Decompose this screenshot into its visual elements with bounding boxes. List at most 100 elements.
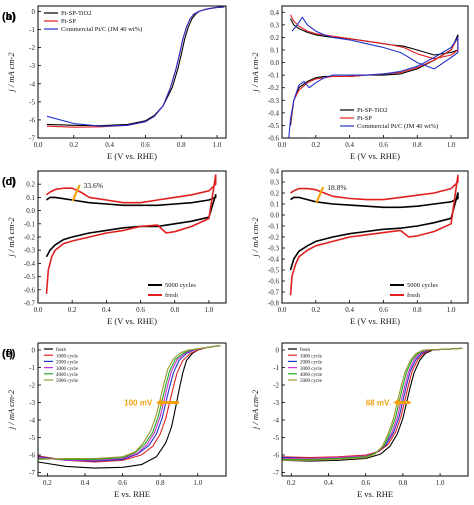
shift-arrow-head <box>393 398 400 407</box>
x-tick-label: 0.6 <box>118 479 127 487</box>
series-line-2 <box>289 174 459 296</box>
x-tick-label: 0.2 <box>69 141 78 149</box>
series-line-3 <box>38 345 221 462</box>
shift-arrow-head <box>156 398 163 407</box>
y-tick-label: -6 <box>29 116 35 124</box>
x-tick-label: 1.0 <box>447 306 456 314</box>
legend: 5000 cycles fresh <box>148 282 196 299</box>
decay-marker <box>315 186 325 204</box>
legend-label: 2000 cycle <box>300 361 323 366</box>
y-tick-label: -7 <box>29 469 35 477</box>
x-tick-label: 0.6 <box>379 306 388 314</box>
y-tick-label: -2 <box>29 44 35 52</box>
y-tick-label: -0.6 <box>268 135 280 143</box>
y-tick-label: -0.1 <box>24 220 36 228</box>
panel-d: 0.0 0.2 0.4 0.6 0.8 1.0 0.4 0.3 0.2 0.1 0.0 -0.1 -0.… <box>2 168 469 326</box>
x-tick-label: 1.0 <box>205 306 214 314</box>
y-tick-label: 0 <box>276 347 280 355</box>
y-tick-label: -6 <box>273 452 279 460</box>
decay-percent-label: 18.8% <box>327 183 346 192</box>
plot-frame <box>37 170 227 304</box>
y-tick-label: -0.2 <box>268 234 280 242</box>
x-tick-label: 0.8 <box>413 141 422 149</box>
legend-label: 3000 cycle <box>56 367 79 372</box>
x-tick-label: 0.0 <box>34 141 43 149</box>
legend-label: fresh <box>407 292 421 299</box>
y-axis-label: j / mA cm-2 <box>250 389 260 430</box>
legend-label: fresh <box>300 348 310 353</box>
x-tick-label: 0.0 <box>278 306 287 314</box>
shift-label: 68 mV <box>366 399 390 408</box>
x-tick-label: 0.8 <box>156 479 165 487</box>
x-tick-label: 0.0 <box>34 306 43 314</box>
series-line-3 <box>46 6 225 127</box>
y-tick-label: 0.2 <box>270 34 279 42</box>
series-group <box>282 347 463 462</box>
series-group <box>38 345 221 469</box>
series-line-1 <box>45 194 217 258</box>
x-tick-label: 0.2 <box>43 479 52 487</box>
y-tick-label: -0.4 <box>24 260 36 268</box>
panel-b: 0.0 0.2 0.4 0.6 0.8 1.0 0.4 0.3 0.2 0.1 0.0 -0.1 -0.… <box>2 5 469 161</box>
y-tick-label: -0.4 <box>268 109 280 117</box>
x-axis-label: E (V vs. RHE) <box>350 151 400 161</box>
y-tick-label: 0.2 <box>26 181 35 189</box>
y-axis-label: j / mA cm-2 <box>250 52 260 93</box>
legend-label: 3000 cycle <box>300 367 323 372</box>
panel-f: 0.2 0.4 0.6 0.8 1.0 0 -1 -2 -3 -4 -5 -6 -7 E vs. RHE j… <box>2 342 469 499</box>
series-line-2 <box>282 347 463 459</box>
decay-percent-label: 33.6% <box>84 181 103 190</box>
y-tick-label: -0.1 <box>268 223 280 231</box>
x-axis-label: E (V vs. RHE) <box>350 316 400 326</box>
series-line-3 <box>288 16 459 138</box>
panel-label: (c) <box>2 176 16 188</box>
y-tick-label: 0.2 <box>270 190 279 198</box>
legend-label: 4000 cycle <box>300 373 323 378</box>
plot-frame <box>37 5 227 139</box>
y-tick-label: 0.1 <box>26 194 35 202</box>
y-tick-label: -4 <box>29 80 35 88</box>
legend-label: Commercial Pt/C (JM 40 wt%) <box>357 123 438 130</box>
x-tick-label: 1.0 <box>193 479 202 487</box>
plot-frame <box>281 342 469 477</box>
y-axis-label: j / mA cm-2 <box>6 389 16 430</box>
panel-label: (d) <box>2 176 16 188</box>
y-tick-label: 0 <box>32 347 36 355</box>
series-line-5 <box>38 345 221 460</box>
y-tick-label: -0.5 <box>268 122 280 130</box>
x-tick-label: 0.6 <box>136 306 145 314</box>
panel-label: (e) <box>2 348 16 360</box>
y-tick-label: -5 <box>29 434 35 442</box>
y-tick-label: 0.0 <box>270 212 279 220</box>
x-tick-label: 1.0 <box>213 141 222 149</box>
y-tick-label: -0.2 <box>24 234 36 242</box>
x-tick-label: 0.8 <box>177 141 186 149</box>
y-tick-label: -7 <box>273 469 279 477</box>
x-tick-label: 0.8 <box>399 479 408 487</box>
y-axis-label: j / mA cm-2 <box>6 217 16 258</box>
y-tick-label: -0.1 <box>268 72 280 80</box>
y-tick-label: 0.1 <box>270 47 279 55</box>
legend-label: 2000 cycle <box>56 361 79 366</box>
legend-label: 5000 cycles <box>165 282 196 289</box>
y-tick-label: -4 <box>273 417 279 425</box>
panel-label: (b) <box>2 11 16 23</box>
legend-label: 5000 cycles <box>407 282 438 289</box>
y-tick-label: -1 <box>29 364 35 372</box>
legend-label: fresh <box>165 292 179 299</box>
series-line-6 <box>38 345 221 460</box>
y-tick-label: -0.3 <box>268 245 280 253</box>
x-tick-label: 0.4 <box>105 141 114 149</box>
x-tick-label: 0.2 <box>311 141 320 149</box>
x-tick-label: 0.4 <box>345 306 354 314</box>
x-axis-label: E vs. RHE <box>357 489 393 499</box>
x-tick-label: 0.4 <box>324 479 333 487</box>
legend-label: Pt-SP <box>61 18 76 25</box>
legend-label: fresh <box>56 348 66 353</box>
shift-label: 100 mV <box>124 399 153 408</box>
y-tick-label: -7 <box>29 135 35 143</box>
